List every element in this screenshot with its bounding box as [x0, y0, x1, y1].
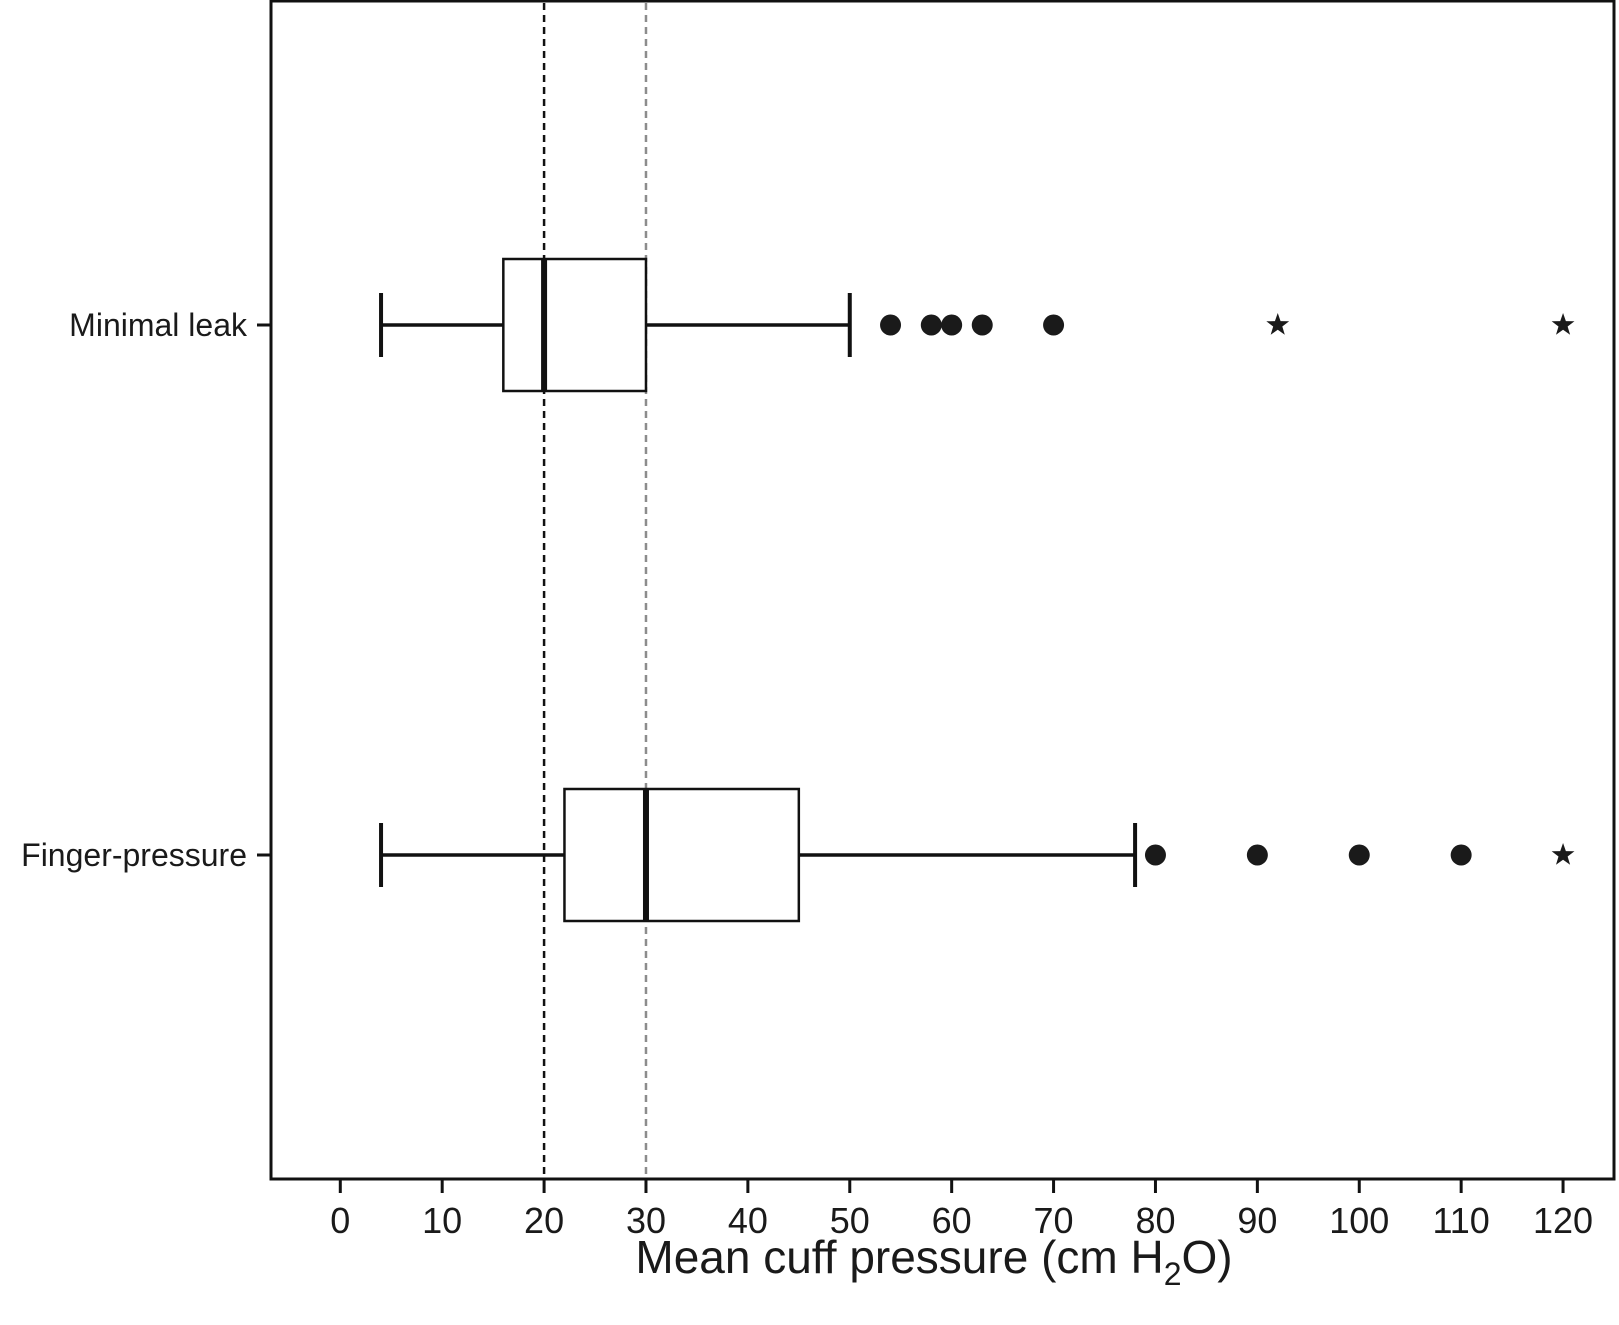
- x-tick-label-60: 60: [932, 1200, 972, 1241]
- x-tick-label-80: 80: [1135, 1200, 1175, 1241]
- iqr-box: [502, 257, 648, 393]
- x-axis-title: Mean cuff pressure (cm H2O): [635, 1231, 1232, 1292]
- x-tick-label-70: 70: [1034, 1200, 1074, 1241]
- y-axis-layer: Minimal leak Finger-pressure: [21, 307, 271, 873]
- outlier-point-60: [941, 314, 963, 336]
- x-tick-label-90: 90: [1237, 1200, 1277, 1241]
- outlier-point-70: [1043, 314, 1065, 336]
- extreme-point-120: [1551, 313, 1575, 335]
- x-tick-label-0: 0: [330, 1200, 350, 1241]
- outlier-point-100: [1348, 844, 1370, 866]
- x-tick-label-50: 50: [830, 1200, 870, 1241]
- outlier-point-54: [880, 314, 902, 336]
- iqr-box: [563, 787, 801, 923]
- x-tick-label-100: 100: [1329, 1200, 1389, 1241]
- y-category-label-1: Finger-pressure: [21, 837, 247, 873]
- outlier-point-80: [1144, 844, 1166, 866]
- boxes-layer: [379, 257, 1575, 923]
- extreme-point-92: [1266, 313, 1290, 335]
- y-category-label-0: Minimal leak: [69, 307, 248, 343]
- extreme-point-120: [1551, 843, 1575, 865]
- outlier-point-90: [1246, 844, 1268, 866]
- x-axis-layer: 0 10 20 30 40 50 60 70 80 90 100 110 120: [330, 1179, 1593, 1241]
- x-tick-label-40: 40: [728, 1200, 768, 1241]
- x-tick-label-110: 110: [1432, 1200, 1489, 1241]
- x-tick-label-20: 20: [524, 1200, 564, 1241]
- box-group-1: [379, 787, 1575, 923]
- outlier-point-110: [1450, 844, 1472, 866]
- x-tick-label-10: 10: [422, 1200, 462, 1241]
- x-tick-label-120: 120: [1533, 1200, 1593, 1241]
- box-group-0: [379, 257, 1575, 393]
- reference-lines-layer: [542, 3, 648, 1177]
- plot-frame: [269, 0, 1616, 1181]
- plot-frame-layer: [269, 0, 1616, 1181]
- outlier-point-58: [920, 314, 942, 336]
- outlier-point-63: [971, 314, 993, 336]
- x-tick-label-30: 30: [626, 1200, 666, 1241]
